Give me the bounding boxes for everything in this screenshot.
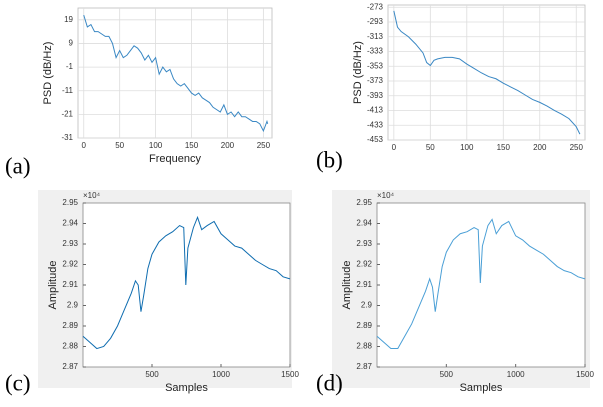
y-tick-label: -313 [367, 32, 384, 41]
y-tick-label: 2.89 [62, 321, 78, 330]
y-tick-label: 2.88 [356, 342, 372, 351]
x-tick-label: 0 [392, 143, 397, 152]
y-tick-label: 2.89 [356, 321, 372, 330]
plot-area [376, 202, 586, 368]
x-tick-label: 100 [149, 141, 163, 150]
panel-label: (a) [5, 153, 31, 178]
offset-label: ×10⁴ [377, 191, 395, 200]
x-tick-label: 0 [82, 141, 87, 150]
y-axis-label: PSD (dB/Hz) [42, 42, 54, 105]
x-tick-label: 250 [570, 143, 584, 152]
offset-label: ×10⁴ [83, 191, 101, 200]
data-line [82, 215, 291, 350]
y-tick-label: -1 [66, 62, 74, 71]
x-tick-label: 50 [426, 143, 435, 152]
y-tick-label: 2.88 [62, 342, 78, 351]
y-axis-label: PSD (dB/Hz) [352, 41, 364, 104]
panel-label: (b) [316, 147, 343, 172]
y-tick-label: -353 [367, 61, 384, 70]
y-tick-label: 2.92 [62, 260, 78, 269]
y-tick-label: 2.93 [356, 239, 372, 248]
y-tick-label: -373 [367, 76, 384, 85]
data-line [393, 10, 581, 135]
y-tick-label: 2.95 [356, 198, 372, 207]
y-tick-label: -293 [367, 17, 384, 26]
y-tick-label: 2.92 [356, 260, 372, 269]
y-tick-label: -393 [367, 91, 384, 100]
y-tick-label: 2.91 [356, 280, 372, 289]
y-tick-label: 2.9 [67, 301, 79, 310]
x-tick-label: 200 [533, 143, 547, 152]
x-tick-label: 150 [185, 141, 199, 150]
x-tick-label: 500 [145, 370, 159, 379]
panel-label: (d) [316, 370, 343, 395]
plot-area [82, 202, 291, 368]
y-tick-label: -413 [367, 106, 384, 115]
x-tick-label: 1500 [576, 370, 594, 379]
y-tick-label: 2.94 [356, 219, 372, 228]
y-tick-label: 2.94 [62, 219, 78, 228]
y-tick-label: -273 [367, 2, 384, 11]
y-tick-label: 2.87 [356, 362, 372, 371]
x-tick-label: 150 [497, 143, 511, 152]
y-axis-label: Amplitude [341, 261, 353, 310]
y-tick-label: -453 [367, 135, 384, 144]
y-tick-label: 2.91 [62, 280, 78, 289]
plot-area [77, 7, 273, 139]
x-tick-label: 200 [221, 141, 235, 150]
x-axis-label: Frequency [149, 153, 201, 165]
x-tick-label: 500 [440, 370, 454, 379]
x-axis-label: Samples [460, 382, 503, 394]
plot-area [387, 4, 586, 141]
x-axis-label: Samples [165, 382, 208, 394]
panel-label: (c) [5, 370, 31, 395]
data-line [376, 218, 586, 350]
y-tick-label: -21 [61, 109, 73, 118]
y-tick-label: 19 [64, 15, 73, 24]
x-tick-label: 250 [257, 141, 271, 150]
y-tick-label: 2.93 [62, 239, 78, 248]
y-tick-label: -333 [367, 47, 384, 56]
y-tick-label: -433 [367, 120, 384, 129]
y-tick-label: 2.9 [361, 301, 373, 310]
y-tick-label: -31 [61, 133, 73, 142]
y-axis-label: Amplitude [47, 261, 59, 310]
y-tick-label: 9 [69, 39, 74, 48]
y-tick-label: -11 [62, 86, 74, 95]
x-tick-label: 1000 [507, 370, 525, 379]
x-tick-label: 1000 [212, 370, 230, 379]
x-tick-label: 100 [460, 143, 474, 152]
y-tick-label: 2.95 [62, 198, 78, 207]
data-line [83, 14, 269, 133]
x-tick-label: 1500 [281, 370, 299, 379]
y-tick-label: 2.87 [62, 362, 78, 371]
x-tick-label: 50 [115, 141, 124, 150]
